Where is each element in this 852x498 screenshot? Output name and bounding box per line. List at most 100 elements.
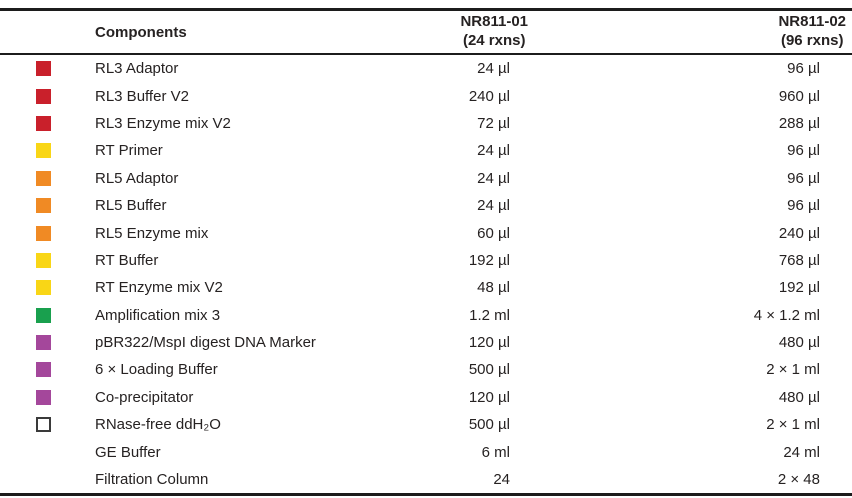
component-name: GE Buffer	[95, 443, 161, 461]
quantity-24rxns: 24 µl	[477, 60, 510, 78]
component-name: Filtration Column	[95, 471, 209, 489]
quantity-96rxns: 96 µl	[787, 60, 820, 78]
swatch-cell	[0, 438, 95, 465]
table-row: RL3 Enzyme mix V2 72 µl 288 µl	[0, 110, 852, 137]
quantity-96rxns: 24 ml	[783, 443, 820, 461]
quantity-96rxns: 480 µl	[778, 334, 820, 352]
table-row: RT Primer 24 µl 96 µl	[0, 137, 852, 164]
quantity-24rxns: 60 µl	[477, 224, 510, 242]
quantity-96rxns: 2 × 1 ml	[766, 361, 820, 379]
header-nr811-01-label: NR811-01	[460, 13, 528, 31]
table-row: RL5 Enzyme mix 60 µl 240 µl	[0, 219, 852, 246]
component-name: RT Buffer	[95, 251, 159, 269]
table-row: Amplification mix 3 1.2 ml 4 × 1.2 ml	[0, 302, 852, 329]
quantity-96rxns: 768 µl	[778, 251, 820, 269]
quantity-96rxns: 4 × 1.2 ml	[753, 306, 820, 324]
table-body: RL3 Adaptor 24 µl 96 µl RL3 Buffer V2 240 µl…	[0, 54, 852, 495]
swatch-cell	[0, 411, 95, 438]
component-name: 6 × Loading Buffer	[95, 361, 218, 379]
component-name: Amplification mix 3	[95, 306, 221, 324]
quantity-24rxns: 72 µl	[477, 114, 510, 132]
swatch-cell	[0, 384, 95, 411]
red-swatch-icon	[36, 115, 51, 131]
component-name: RT Primer	[95, 142, 163, 160]
table-row: 6 × Loading Buffer 500 µl 2 × 1 ml	[0, 356, 852, 383]
table-row: RNase-free ddH₂O 500 µl 2 × 1 ml	[0, 411, 852, 438]
swatch-cell	[0, 219, 95, 246]
component-name: RNase-free ddH₂O	[95, 416, 221, 434]
header-nr811-01: NR811-01 (24 rxns)	[425, 9, 530, 55]
table-header: Components NR811-01 (24 rxns) NR811-02 (…	[0, 9, 852, 55]
table-row: pBR322/MspI digest DNA Marker 120 µl 480 µ…	[0, 329, 852, 356]
quantity-24rxns: 24	[493, 471, 510, 489]
yellow-swatch-icon	[36, 252, 51, 268]
table-row: RL3 Adaptor 24 µl 96 µl	[0, 54, 852, 82]
quantity-96rxns: 480 µl	[778, 388, 820, 406]
table-row: GE Buffer 6 ml 24 ml	[0, 438, 852, 465]
quantity-24rxns: 500 µl	[468, 361, 510, 379]
component-name: RL3 Adaptor	[95, 60, 179, 78]
green-swatch-icon	[36, 307, 51, 323]
component-name: RL3 Enzyme mix V2	[95, 114, 231, 132]
orange-swatch-icon	[36, 170, 51, 186]
header-nr811-02-label: NR811-02	[778, 13, 846, 31]
quantity-96rxns: 192 µl	[778, 279, 820, 297]
table-row: Co-precipitator 120 µl 480 µl	[0, 384, 852, 411]
quantity-24rxns: 500 µl	[468, 416, 510, 434]
table-row: RL3 Buffer V2 240 µl 960 µl	[0, 82, 852, 109]
orange-swatch-icon	[36, 198, 51, 214]
quantity-96rxns: 240 µl	[778, 224, 820, 242]
swatch-cell	[0, 274, 95, 301]
header-nr811-02: NR811-02 (96 rxns)	[530, 9, 852, 55]
swatch-cell	[0, 356, 95, 383]
header-swatch-spacer	[0, 9, 95, 55]
yellow-swatch-icon	[36, 143, 51, 159]
orange-swatch-icon	[36, 225, 51, 241]
quantity-96rxns: 2 × 1 ml	[766, 416, 820, 434]
quantity-96rxns: 96 µl	[787, 197, 820, 215]
header-components-label: Components	[95, 23, 187, 41]
header-row: Components NR811-01 (24 rxns) NR811-02 (…	[0, 9, 852, 55]
table-row: RL5 Buffer 24 µl 96 µl	[0, 192, 852, 219]
swatch-cell	[0, 54, 95, 82]
swatch-cell	[0, 302, 95, 329]
quantity-24rxns: 24 µl	[477, 142, 510, 160]
white-swatch-icon	[36, 417, 51, 433]
component-name: RL5 Buffer	[95, 197, 167, 215]
swatch-cell	[0, 329, 95, 356]
swatch-cell	[0, 82, 95, 109]
quantity-96rxns: 960 µl	[778, 87, 820, 105]
quantity-24rxns: 120 µl	[468, 388, 510, 406]
swatch-cell	[0, 165, 95, 192]
yellow-swatch-icon	[36, 280, 51, 296]
table-row: RT Enzyme mix V2 48 µl 192 µl	[0, 274, 852, 301]
table-row: Filtration Column 24 2 × 48	[0, 466, 852, 495]
red-swatch-icon	[36, 88, 51, 104]
red-swatch-icon	[36, 61, 51, 77]
component-name: RL5 Enzyme mix	[95, 224, 209, 242]
quantity-24rxns: 48 µl	[477, 279, 510, 297]
components-table-container: Components NR811-01 (24 rxns) NR811-02 (…	[0, 8, 852, 497]
header-nr811-02-sublabel: (96 rxns)	[780, 32, 844, 49]
purple-swatch-icon	[36, 389, 51, 405]
quantity-24rxns: 24 µl	[477, 197, 510, 215]
purple-swatch-icon	[36, 335, 51, 351]
quantity-96rxns: 2 × 48	[777, 471, 820, 489]
quantity-96rxns: 96 µl	[787, 169, 820, 187]
quantity-24rxns: 1.2 ml	[469, 306, 510, 324]
quantity-24rxns: 192 µl	[468, 251, 510, 269]
header-components: Components	[95, 9, 425, 55]
component-name: RL3 Buffer V2	[95, 87, 189, 105]
swatch-cell	[0, 137, 95, 164]
quantity-24rxns: 24 µl	[477, 169, 510, 187]
component-name: pBR322/MspI digest DNA Marker	[95, 334, 316, 352]
table-row: RT Buffer 192 µl 768 µl	[0, 247, 852, 274]
quantity-96rxns: 288 µl	[778, 114, 820, 132]
table-row: RL5 Adaptor 24 µl 96 µl	[0, 165, 852, 192]
quantity-24rxns: 240 µl	[468, 87, 510, 105]
swatch-cell	[0, 110, 95, 137]
components-table: Components NR811-01 (24 rxns) NR811-02 (…	[0, 8, 852, 497]
swatch-cell	[0, 247, 95, 274]
swatch-cell	[0, 466, 95, 495]
quantity-24rxns: 6 ml	[481, 443, 510, 461]
